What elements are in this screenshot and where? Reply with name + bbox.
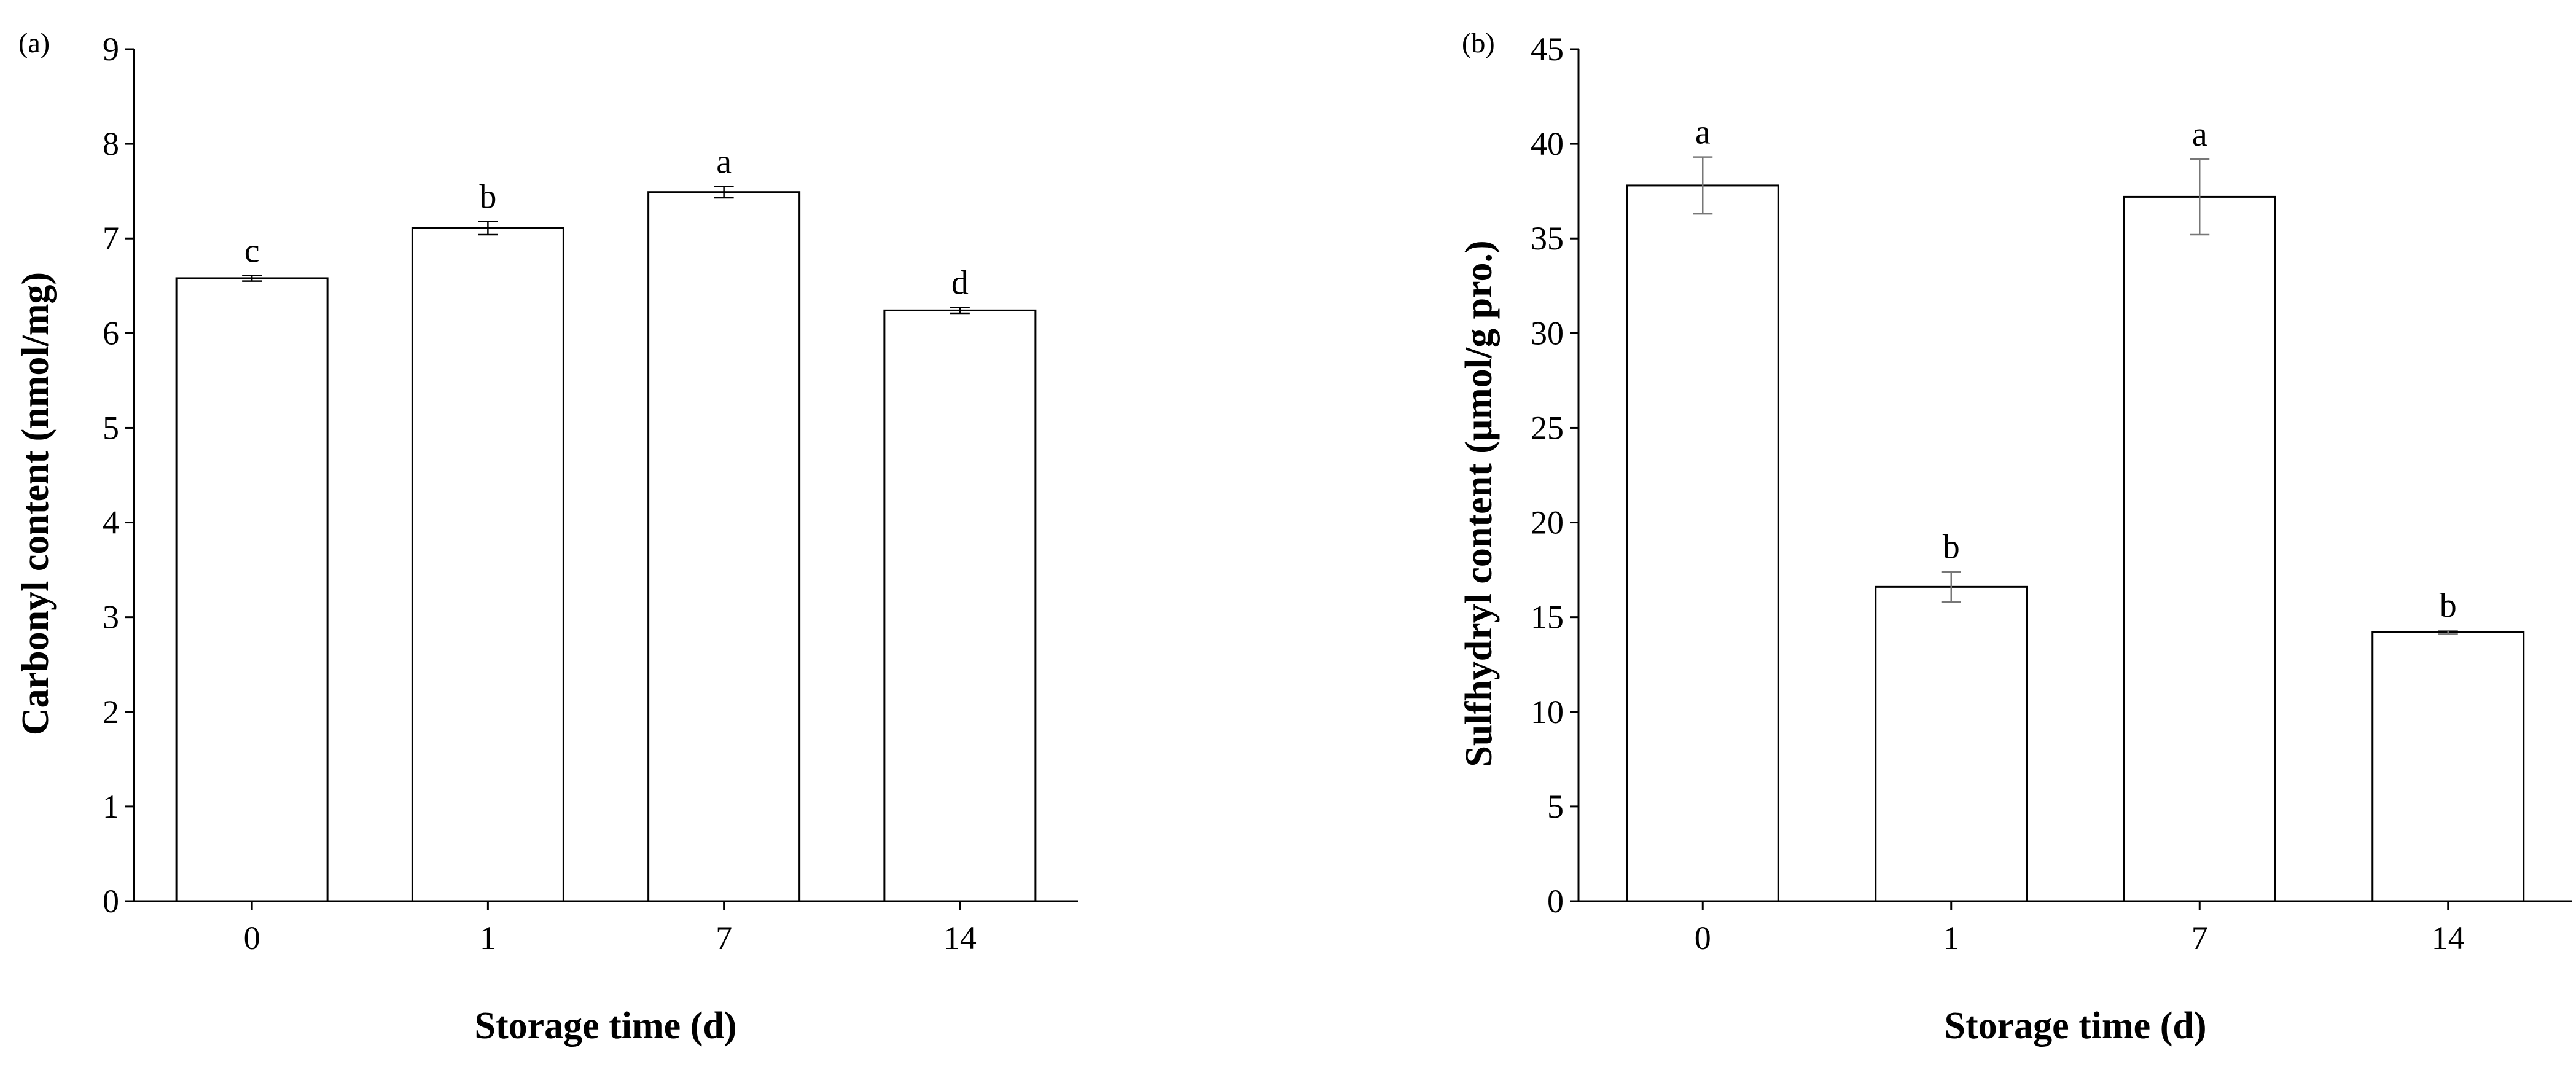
x-tick-label-b: 7 bbox=[2192, 920, 2208, 956]
chart-panel-a: (a) Carbonyl content (nmol/mg) Storage t… bbox=[15, 27, 1078, 1047]
panel-label-a: (a) bbox=[18, 27, 50, 58]
x-tick-label-a: 0 bbox=[244, 920, 260, 956]
y-tick-label-a: 4 bbox=[103, 504, 119, 541]
y-tick-label-b: 25 bbox=[1531, 409, 1564, 446]
y-tick-label-b: 5 bbox=[1547, 788, 1564, 825]
significance-label-a-14: d bbox=[951, 264, 969, 302]
bar-b-7 bbox=[2123, 195, 2276, 902]
x-tick-label-b: 1 bbox=[1943, 920, 1959, 956]
y-tick-label-a: 0 bbox=[103, 883, 119, 920]
y-tick-label-b: 15 bbox=[1531, 599, 1564, 636]
panel-label-b: (b) bbox=[1462, 27, 1495, 58]
y-axis-title-b: Sulfhydryl content (μmol/g pro.) bbox=[1458, 240, 1500, 767]
significance-label-b-0: a bbox=[1695, 114, 1711, 152]
x-axis-title-a: Storage time (d) bbox=[475, 1005, 737, 1047]
x-tick-label-b: 14 bbox=[2432, 920, 2465, 956]
x-tick-label-a: 7 bbox=[716, 920, 732, 956]
y-tick-label-a: 1 bbox=[103, 788, 119, 825]
significance-label-a-1: b bbox=[479, 178, 496, 216]
significance-label-b-7: a bbox=[2192, 115, 2207, 154]
y-tick-label-a: 8 bbox=[103, 125, 119, 162]
error-bar-b-1 bbox=[1941, 571, 1961, 603]
error-bar-b-7 bbox=[2190, 158, 2210, 236]
bar-a-1 bbox=[411, 227, 564, 902]
significance-label-a-0: c bbox=[244, 232, 260, 270]
y-tick-label-a: 9 bbox=[103, 31, 119, 68]
bar-a-0 bbox=[175, 277, 329, 902]
bar-a-7 bbox=[647, 191, 801, 902]
y-tick-label-b: 30 bbox=[1531, 315, 1564, 351]
y-tick-label-b: 10 bbox=[1531, 694, 1564, 730]
plot-area-b: 0 5 10 15 20 25 30 35 40 45 a 0 b 1 a 7 b 14 bbox=[1531, 31, 2572, 956]
y-tick-label-a: 3 bbox=[103, 599, 119, 636]
error-bar-a-0 bbox=[242, 275, 262, 282]
x-axis-title-b: Storage time (d) bbox=[1945, 1005, 2207, 1047]
bar-b-1 bbox=[1875, 585, 2028, 902]
significance-label-b-1: b bbox=[1943, 528, 1960, 566]
y-tick-label-a: 6 bbox=[103, 315, 119, 351]
bar-b-14 bbox=[2371, 631, 2525, 902]
x-tick-label-a: 1 bbox=[480, 920, 496, 956]
plot-area-a: 0 1 2 3 4 5 6 7 8 9 c 0 b 1 a 7 d 14 bbox=[103, 31, 1078, 956]
significance-label-a-7: a bbox=[716, 143, 732, 181]
y-tick-label-b: 45 bbox=[1531, 31, 1564, 68]
significance-label-b-14: b bbox=[2440, 587, 2457, 625]
error-bar-a-7 bbox=[714, 186, 734, 199]
y-axis-title-a: Carbonyl content (nmol/mg) bbox=[15, 272, 57, 735]
error-bar-b-0 bbox=[1693, 156, 1713, 215]
error-bar-a-14 bbox=[950, 307, 970, 315]
x-tick-label-a: 14 bbox=[943, 920, 977, 956]
chart-panel-b: (b) Sulfhydryl content (μmol/g pro.) Sto… bbox=[1458, 27, 2572, 1047]
y-tick-label-a: 2 bbox=[103, 694, 119, 730]
y-tick-label-a: 5 bbox=[103, 409, 119, 446]
error-bar-b-14 bbox=[2438, 629, 2458, 635]
y-tick-label-b: 20 bbox=[1531, 504, 1564, 541]
y-tick-label-a: 7 bbox=[103, 220, 119, 257]
bar-a-14 bbox=[883, 309, 1037, 902]
bar-b-0 bbox=[1626, 184, 1779, 902]
y-tick-label-b: 40 bbox=[1531, 125, 1564, 162]
y-tick-label-b: 0 bbox=[1547, 883, 1564, 920]
y-tick-label-b: 35 bbox=[1531, 220, 1564, 257]
error-bar-a-1 bbox=[478, 221, 498, 236]
x-tick-label-b: 0 bbox=[1695, 920, 1711, 956]
